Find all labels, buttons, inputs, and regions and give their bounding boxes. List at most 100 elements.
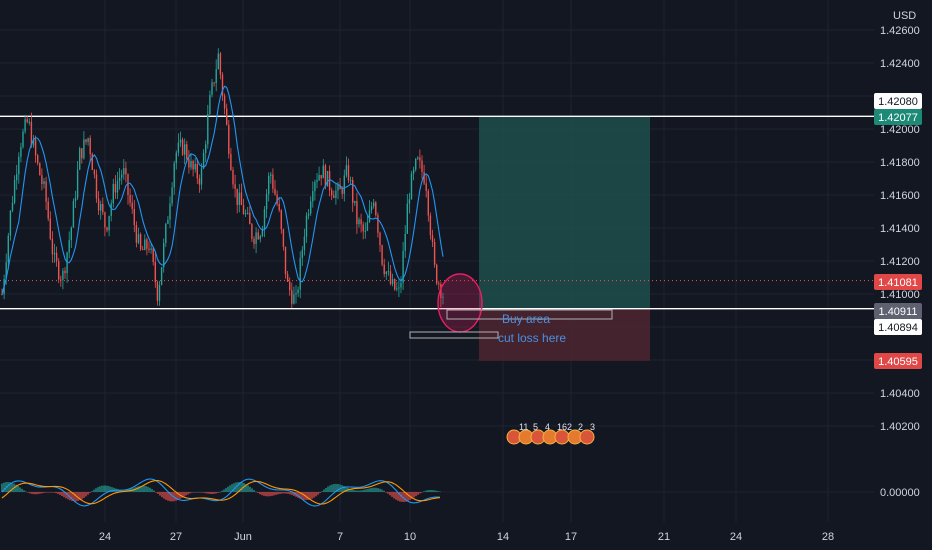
position-zones[interactable] xyxy=(479,116,650,361)
price-tags: 1.42080 1.42077 1.41081 1.40911 1.40894 1.405… xyxy=(874,93,922,369)
macd-histogram-bar xyxy=(197,491,199,493)
candle-body xyxy=(106,227,108,231)
take-profit-zone[interactable] xyxy=(479,116,650,309)
macd-histogram-bar xyxy=(369,488,371,492)
candle-body xyxy=(345,165,348,176)
candle-body xyxy=(410,173,413,200)
macd-histogram-bar xyxy=(289,492,291,495)
candle-body xyxy=(93,170,96,175)
macd-histogram-bar xyxy=(333,484,335,492)
macd-histogram-bar xyxy=(105,485,107,492)
candle-body xyxy=(310,201,312,214)
price-axis-label: 1.42000 xyxy=(880,124,920,136)
price-axis-label: 1.41000 xyxy=(880,289,920,301)
candle-body xyxy=(135,224,138,243)
macd-histogram-bar xyxy=(309,492,311,500)
macd-histogram-bar xyxy=(393,492,395,499)
grid-lines xyxy=(0,0,874,522)
candle-body xyxy=(175,152,177,164)
event-badge-count: 4 xyxy=(545,422,550,432)
macd-histogram-bar xyxy=(331,484,333,492)
cut-loss-box[interactable] xyxy=(409,331,499,339)
buy-area-ellipse[interactable] xyxy=(437,273,483,333)
candle-body xyxy=(24,119,26,132)
candle-body xyxy=(190,160,192,168)
macd-histogram-bar xyxy=(39,492,41,494)
candle-body xyxy=(97,198,100,211)
candle-body xyxy=(173,163,175,188)
macd-histogram-bar xyxy=(427,490,429,492)
candle-body xyxy=(364,230,366,232)
event-badge-count: 3 xyxy=(590,422,595,432)
candle-body xyxy=(43,181,45,185)
macd-histogram-bar xyxy=(37,492,39,495)
macd-histogram-bar xyxy=(161,492,163,498)
event-badge-icon[interactable] xyxy=(579,429,595,445)
macd-histogram-bar xyxy=(169,492,171,502)
candle-body xyxy=(244,213,247,215)
macd-histogram-bar xyxy=(243,483,245,492)
buy-area-box[interactable] xyxy=(446,309,613,320)
macd-histogram-bar xyxy=(345,486,347,492)
candle-body xyxy=(108,215,110,231)
candle-body xyxy=(326,170,329,187)
candle-body xyxy=(282,229,285,247)
macd-histogram-bar xyxy=(277,492,279,495)
candle-body xyxy=(251,224,253,239)
price-tag-box xyxy=(874,274,922,290)
candle-body xyxy=(358,219,360,225)
macd-histogram-bar xyxy=(87,492,89,495)
macd-histogram-bar xyxy=(3,482,5,492)
macd-histogram-bar xyxy=(273,492,275,496)
candle-body xyxy=(383,264,385,274)
horizontal-levels[interactable] xyxy=(0,115,874,310)
candle-body xyxy=(379,232,381,246)
macd-histogram-bar xyxy=(187,492,189,495)
candle-body xyxy=(217,53,219,70)
macd-histogram-bar xyxy=(423,491,425,492)
macd-histogram-bar xyxy=(143,485,145,492)
macd-histogram-bar xyxy=(375,487,377,492)
event-badge-icon[interactable] xyxy=(554,429,570,445)
macd-histogram-bar xyxy=(433,490,435,492)
price-axis-label: 1.42600 xyxy=(880,25,920,37)
macd-histogram-bar xyxy=(99,486,101,492)
macd-histogram-bar xyxy=(155,492,157,493)
macd-histogram-bar xyxy=(57,492,59,494)
macd-histogram-bar xyxy=(279,492,281,494)
candle-body xyxy=(28,121,30,123)
candle-body xyxy=(53,252,56,255)
macd-histogram-bar xyxy=(35,492,37,495)
macd-histogram-bar xyxy=(285,492,287,494)
price-axis[interactable]: 1.42600 1.42400 1.42000 1.41800 1.41600 1.414… xyxy=(880,10,920,499)
macd-histogram-bar xyxy=(391,492,393,497)
time-axis[interactable]: 24 27 Jun 7 10 14 17 21 24 28 xyxy=(99,531,834,543)
macd-histogram-bar xyxy=(363,489,365,492)
candle-body xyxy=(11,202,14,211)
macd-histogram-bar xyxy=(307,492,309,500)
candle-body xyxy=(152,248,154,263)
macd-histogram-bar xyxy=(27,492,29,493)
macd-histogram-bar xyxy=(349,488,351,492)
time-axis-label: Jun xyxy=(234,531,252,543)
event-badges[interactable]: 11 5 4 162 2 3 xyxy=(506,422,595,445)
candle-body xyxy=(433,241,436,265)
candle-body xyxy=(45,181,47,202)
macd-histogram-bar xyxy=(239,482,241,492)
candle-body xyxy=(110,203,112,216)
candle-body xyxy=(125,168,127,175)
price-tag-label: 1.40595 xyxy=(878,356,918,368)
candle-body xyxy=(440,283,442,298)
drawing-annotations[interactable]: Buy area cut loss here xyxy=(409,273,613,345)
candle-body xyxy=(341,189,343,194)
macd-histogram-bar xyxy=(219,491,221,493)
macd-histogram-bar xyxy=(385,492,387,493)
candle-body xyxy=(102,203,104,213)
candle-body xyxy=(55,252,58,262)
macd-histogram-bar xyxy=(151,489,153,492)
macd-histogram-bar xyxy=(163,492,165,499)
macd-histogram-bar xyxy=(23,490,25,492)
macd-histogram-bar xyxy=(329,485,331,492)
stop-loss-zone[interactable] xyxy=(479,308,650,361)
